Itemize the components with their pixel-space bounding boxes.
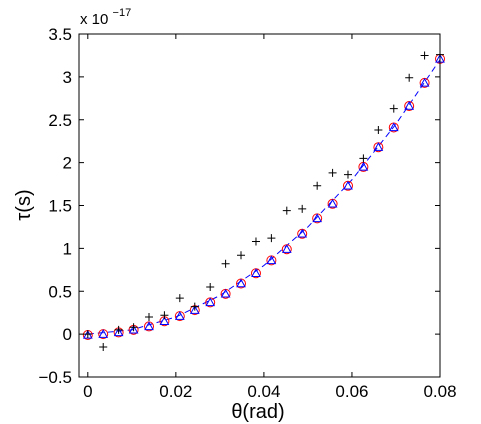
data-point-triangle <box>205 297 216 307</box>
data-point-triangle <box>327 198 338 208</box>
data-point-triangle <box>404 101 415 110</box>
data-point-triangle <box>388 122 399 132</box>
axis-ticks: 0 0.02 0.04 0.06 0.08 −0.5 0 0.5 1 1.5 2 2.5 3 3.5 <box>38 25 456 401</box>
data-point-plus <box>144 312 153 321</box>
x-tick-label: 0.08 <box>423 382 456 401</box>
data-point-plus <box>267 234 276 243</box>
data-point-triangle <box>373 142 384 151</box>
x-tick-label: 0.02 <box>159 382 192 401</box>
data-point-plus <box>328 168 337 177</box>
y-tick-label: 3 <box>63 68 72 87</box>
y-tick-label: 2 <box>63 154 72 173</box>
y-axis-multiplier: x 10 −17 <box>80 7 131 28</box>
fit-curve <box>87 59 441 335</box>
data-point-plus <box>190 302 199 311</box>
data-point-triangle <box>98 329 109 338</box>
data-point-triangle <box>266 255 277 265</box>
data-point-triangle <box>236 278 246 288</box>
data-point-triangle <box>174 311 185 320</box>
data-point-triangle <box>297 228 308 238</box>
data-point-plus <box>129 323 138 332</box>
y-tick-label: 3.5 <box>48 25 72 44</box>
data-point-plus <box>282 206 291 215</box>
y-tick-label: 1.5 <box>48 197 72 216</box>
data-point-triangle <box>343 180 353 190</box>
data-point-plus <box>298 204 307 213</box>
data-point-plus <box>114 325 123 334</box>
plot-marks <box>82 50 445 351</box>
data-point-triangle <box>144 321 154 331</box>
data-point-triangle <box>159 316 170 325</box>
y-tick-label: 0 <box>63 325 72 344</box>
x-tick-label: 0.06 <box>335 382 368 401</box>
data-point-triangle <box>312 213 323 223</box>
data-point-triangle <box>281 244 292 253</box>
data-point-triangle <box>220 288 231 298</box>
y-axis-multiplier-exponent: −17 <box>113 7 132 19</box>
data-point-plus <box>175 294 184 303</box>
data-point-triangle <box>358 161 369 171</box>
data-point-triangle <box>189 305 200 314</box>
y-tick-label: 2.5 <box>48 111 72 130</box>
data-point-plus <box>420 51 429 60</box>
data-point-plus <box>160 311 169 320</box>
data-point-plus <box>206 282 215 291</box>
x-axis-label: θ(rad) <box>231 401 284 423</box>
data-point-plus <box>313 181 322 190</box>
x-tick-label: 0.04 <box>247 382 280 401</box>
data-point-plus <box>221 259 230 268</box>
y-tick-label: 1 <box>63 239 72 258</box>
data-point-triangle <box>419 77 430 87</box>
data-point-plus <box>374 126 383 135</box>
data-point-triangle <box>128 324 139 334</box>
data-point-plus <box>83 330 92 339</box>
y-tick-label: −0.5 <box>38 368 72 387</box>
data-point-plus <box>251 237 260 246</box>
y-axis-label: τ(s) <box>13 189 35 220</box>
data-point-plus <box>389 104 398 113</box>
x-tick-label: 0 <box>83 382 92 401</box>
data-point-triangle <box>113 327 124 337</box>
data-point-plus <box>405 73 414 82</box>
data-point-plus <box>237 251 246 260</box>
data-point-plus <box>359 154 368 163</box>
data-point-plus <box>343 170 352 179</box>
data-point-plus <box>99 342 108 351</box>
data-point-triangle <box>251 268 261 277</box>
y-tick-label: 0.5 <box>48 282 72 301</box>
y-axis-multiplier-base: x 10 <box>80 11 108 28</box>
